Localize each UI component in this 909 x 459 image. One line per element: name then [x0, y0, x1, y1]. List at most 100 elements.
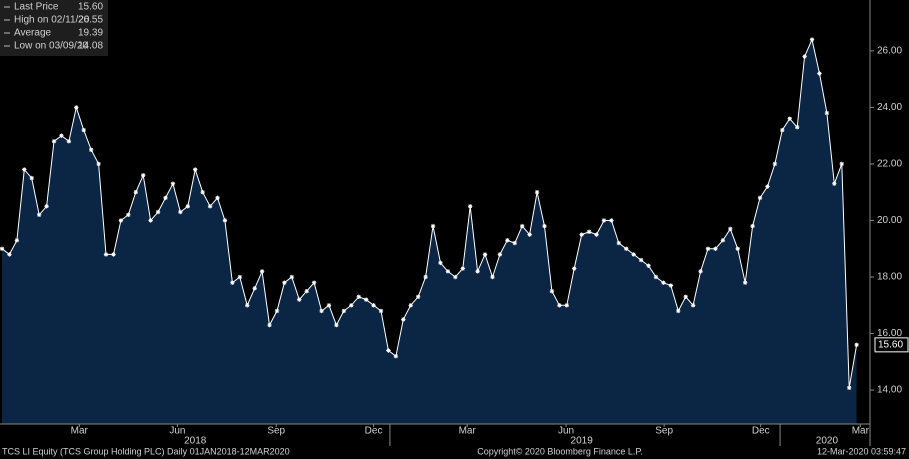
point-marker [363, 297, 369, 302]
point-marker [542, 223, 547, 229]
point-marker [839, 161, 844, 167]
point-marker [185, 204, 190, 209]
point-marker [638, 257, 644, 263]
point-marker [668, 283, 674, 288]
point-marker [44, 204, 49, 209]
point-marker [713, 246, 718, 251]
x-tick-label: Mar [459, 426, 477, 437]
point-marker [386, 348, 391, 353]
point-marker [475, 269, 480, 274]
point-marker [453, 274, 458, 280]
point-marker [66, 139, 72, 144]
point-marker [846, 385, 852, 391]
legend-value: 14.08 [78, 41, 103, 52]
legend-value: 15.60 [78, 2, 103, 13]
point-marker [609, 218, 614, 223]
point-marker [497, 252, 503, 257]
point-marker [341, 308, 347, 314]
point-marker [735, 246, 740, 251]
legend-name: Average [14, 28, 52, 39]
point-marker [809, 37, 815, 42]
point-marker [646, 263, 651, 268]
point-marker [133, 190, 138, 195]
point-marker [854, 342, 859, 348]
point-marker [624, 246, 629, 251]
point-marker [728, 226, 733, 232]
point-marker [259, 269, 265, 274]
point-marker [817, 71, 822, 76]
x-tick-label: Jun [169, 426, 185, 437]
y-tick-label: 14.00 [877, 385, 902, 396]
footer-center: Copyright© 2020 Bloomberg Finance L.P. [477, 446, 643, 456]
legend-value: 26.55 [78, 15, 103, 26]
footer-left: TCS LI Equity (TCS Group Holding PLC) Da… [2, 446, 290, 456]
point-marker [193, 167, 198, 172]
point-marker [282, 280, 287, 285]
legend-box [0, 0, 108, 56]
y-tick-label: 20.00 [877, 215, 902, 226]
last-price-tag [874, 337, 909, 353]
point-marker [750, 223, 755, 229]
point-marker [720, 238, 726, 243]
point-marker [88, 147, 94, 153]
point-marker [393, 353, 399, 359]
point-marker [22, 167, 27, 172]
point-marker [267, 322, 272, 328]
point-marker [505, 238, 510, 243]
year-label: 2020 [816, 436, 839, 447]
point-marker [661, 280, 666, 285]
point-marker [349, 303, 354, 308]
point-marker [430, 223, 436, 229]
point-marker [36, 212, 42, 218]
point-marker [148, 218, 153, 223]
point-marker [757, 195, 763, 201]
y-tick-label: 18.00 [877, 272, 902, 283]
point-marker [14, 238, 20, 243]
point-marker [572, 266, 577, 271]
x-tick-label: Jun [558, 426, 574, 437]
point-marker [51, 139, 57, 144]
point-marker [7, 252, 12, 257]
last-price-label: 15.60 [878, 339, 903, 350]
point-marker [155, 209, 161, 215]
point-marker [140, 173, 146, 178]
point-marker [423, 274, 428, 280]
point-marker [772, 161, 778, 167]
legend-name: Low on 03/09/20 [14, 41, 88, 52]
point-marker [490, 274, 495, 280]
point-marker [676, 308, 681, 314]
point-marker [579, 232, 584, 237]
point-marker [557, 303, 562, 308]
point-marker [690, 303, 696, 308]
point-marker [356, 294, 361, 299]
legend-value: 19.39 [78, 28, 103, 39]
x-tick-label: Sep [655, 426, 673, 437]
point-marker [653, 274, 659, 280]
point-marker [126, 212, 131, 218]
point-marker [512, 240, 517, 246]
point-marker [311, 280, 317, 285]
point-marker [118, 218, 124, 223]
point-marker [319, 308, 324, 314]
point-marker [252, 286, 257, 291]
point-marker [527, 232, 532, 237]
y-tick-label: 24.00 [877, 102, 902, 113]
point-marker [780, 127, 785, 133]
point-marker [326, 303, 332, 308]
point-marker [170, 181, 176, 186]
point-marker [103, 252, 109, 257]
point-marker [29, 175, 34, 181]
area-fill [2, 39, 857, 424]
point-marker [765, 184, 770, 189]
legend-name: High on 02/11/20 [14, 15, 90, 26]
point-marker [0, 246, 5, 251]
x-tick-label: Mar [71, 426, 89, 437]
point-marker [438, 260, 443, 266]
point-marker [467, 204, 473, 209]
point-marker [415, 294, 421, 299]
point-marker [705, 246, 711, 251]
year-label: 2019 [571, 436, 594, 447]
y-tick-label: 26.00 [877, 46, 902, 57]
point-marker [237, 274, 243, 280]
